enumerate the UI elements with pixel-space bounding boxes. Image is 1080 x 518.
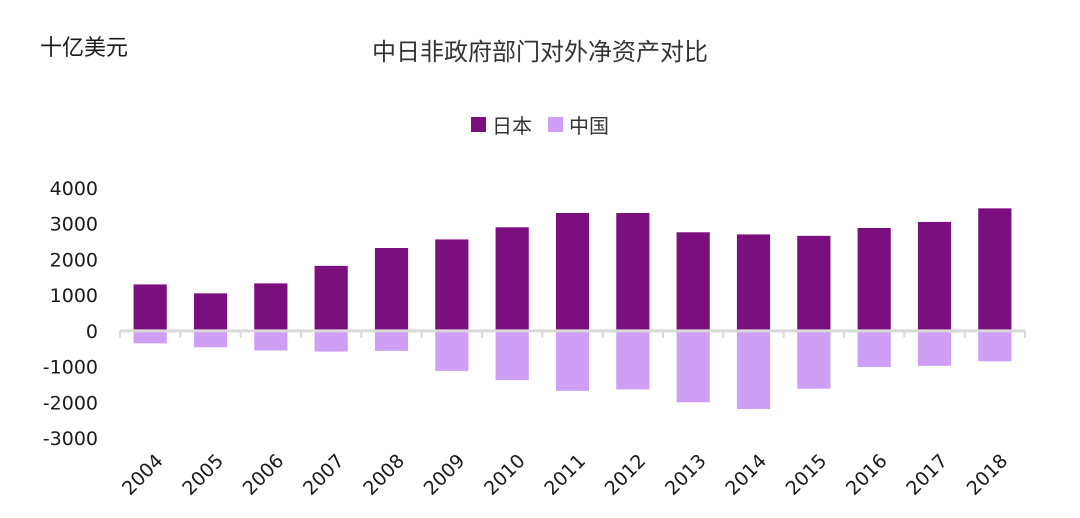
x-tick-label: 2006 bbox=[239, 450, 289, 500]
x-tick-label: 2008 bbox=[359, 450, 409, 500]
x-tick-label: 2017 bbox=[902, 450, 952, 500]
y-tick-label: 0 bbox=[86, 321, 98, 343]
bar-japan-2017 bbox=[917, 221, 952, 331]
bar-china-2018 bbox=[978, 330, 1012, 362]
bar-japan-2011 bbox=[555, 213, 590, 331]
x-tick-label: 2018 bbox=[963, 450, 1013, 500]
bar-china-2012 bbox=[616, 330, 650, 390]
chart-title: 中日非政府部门对外净资产对比 bbox=[372, 38, 708, 66]
x-tick-label: 2014 bbox=[721, 450, 771, 500]
bar-china-2004 bbox=[133, 330, 167, 344]
x-tick-label: 2012 bbox=[601, 450, 651, 500]
bar-japan-2012 bbox=[616, 213, 650, 331]
bar-china-2005 bbox=[193, 330, 228, 348]
bar-japan-2014 bbox=[736, 234, 771, 331]
bar-china-2011 bbox=[555, 330, 590, 391]
x-tick-label: 2016 bbox=[842, 450, 892, 500]
y-tick-label: 2000 bbox=[50, 249, 98, 271]
legend-entry-japan: 日本 bbox=[471, 110, 532, 139]
x-tick-label: 2010 bbox=[480, 450, 530, 500]
bar-japan-2009 bbox=[435, 239, 469, 331]
legend-label-japan: 日本 bbox=[492, 114, 532, 138]
bar-japan-2010 bbox=[495, 227, 529, 331]
x-tick-label: 2015 bbox=[782, 450, 832, 500]
legend-swatch-china bbox=[548, 117, 563, 132]
x-tick-label: 2005 bbox=[178, 450, 228, 500]
bar-japan-2016 bbox=[857, 228, 891, 331]
bar-china-2006 bbox=[254, 330, 288, 351]
x-tick-label: 2013 bbox=[661, 450, 711, 500]
bar-japan-2007 bbox=[314, 265, 348, 331]
x-tick-label: 2011 bbox=[540, 450, 590, 500]
bar-china-2017 bbox=[917, 330, 952, 366]
bar-china-2007 bbox=[314, 330, 348, 352]
y-tick-label: 4000 bbox=[50, 178, 98, 200]
y-axis-unit-label: 十亿美元 bbox=[40, 36, 129, 61]
bar-japan-2013 bbox=[676, 232, 710, 331]
legend-swatch-japan bbox=[471, 117, 486, 132]
x-tick-label: 2007 bbox=[299, 450, 349, 500]
bar-china-2016 bbox=[857, 330, 891, 367]
bar-china-2014 bbox=[736, 330, 771, 410]
legend-label-china: 中国 bbox=[569, 114, 609, 138]
y-tick-label: -3000 bbox=[43, 428, 98, 450]
bar-japan-2006 bbox=[254, 283, 288, 331]
x-tick-label: 2009 bbox=[420, 450, 470, 500]
bar-china-2015 bbox=[797, 330, 831, 389]
bar-china-2013 bbox=[676, 330, 710, 403]
bar-china-2010 bbox=[495, 330, 529, 381]
y-tick-label: 1000 bbox=[50, 285, 98, 307]
bar-japan-2015 bbox=[797, 235, 831, 331]
y-tick-label: 3000 bbox=[50, 214, 98, 236]
bar-china-2008 bbox=[374, 330, 409, 351]
y-tick-label: -2000 bbox=[43, 392, 98, 414]
legend-entry-china: 中国 bbox=[548, 110, 609, 139]
y-tick-label: -1000 bbox=[43, 357, 98, 379]
legend: 日本 中国 bbox=[0, 110, 1080, 139]
bar-china-2009 bbox=[435, 330, 469, 371]
bar-japan-2005 bbox=[193, 293, 228, 331]
bar-japan-2004 bbox=[133, 284, 167, 331]
bar-japan-2008 bbox=[374, 248, 409, 331]
bar-japan-2018 bbox=[978, 208, 1012, 331]
x-tick-label: 2004 bbox=[118, 450, 168, 500]
